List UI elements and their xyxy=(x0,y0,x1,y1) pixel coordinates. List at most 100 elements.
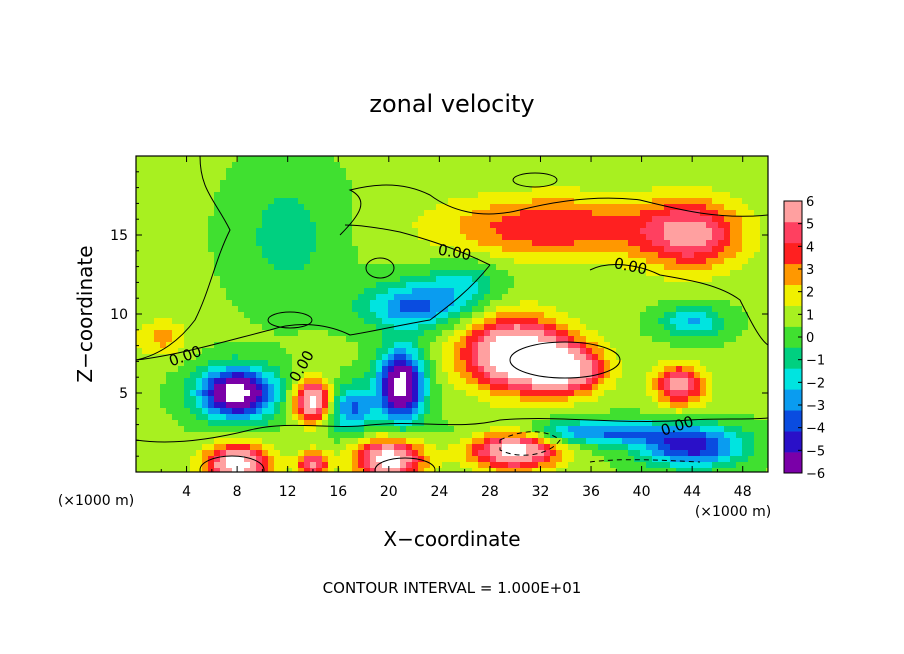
heatmap-cell xyxy=(178,402,185,409)
heatmap-cell xyxy=(586,342,593,349)
heatmap-cell xyxy=(424,336,431,343)
heatmap-cell xyxy=(358,372,365,379)
heatmap-cell xyxy=(598,174,605,181)
heatmap-cell xyxy=(406,174,413,181)
heatmap-cell xyxy=(328,336,335,343)
heatmap-cell xyxy=(760,222,767,229)
heatmap-cell xyxy=(526,354,533,361)
heatmap-cell xyxy=(238,408,245,415)
heatmap-cell xyxy=(442,168,449,175)
heatmap-cell xyxy=(538,216,545,223)
heatmap-cell xyxy=(136,216,143,223)
heatmap-cell xyxy=(400,324,407,331)
heatmap-cell xyxy=(670,294,677,301)
heatmap-cell xyxy=(406,354,413,361)
heatmap-cell xyxy=(652,294,659,301)
heatmap-cell xyxy=(292,228,299,235)
heatmap-cell xyxy=(148,396,155,403)
heatmap-cell xyxy=(202,420,209,427)
heatmap-cell xyxy=(316,288,323,295)
heatmap-cell xyxy=(184,156,191,163)
heatmap-cell xyxy=(484,372,491,379)
heatmap-cell xyxy=(214,222,221,229)
heatmap-cell xyxy=(418,402,425,409)
heatmap-cell xyxy=(190,420,197,427)
heatmap-cell xyxy=(178,252,185,259)
heatmap-cell xyxy=(628,162,635,169)
heatmap-cell xyxy=(670,162,677,169)
heatmap-cell xyxy=(670,360,677,367)
heatmap-cell xyxy=(580,174,587,181)
heatmap-cell xyxy=(598,330,605,337)
heatmap-cell xyxy=(220,156,227,163)
heatmap-cell xyxy=(706,246,713,253)
heatmap-cell xyxy=(754,174,761,181)
heatmap-cell xyxy=(616,414,623,421)
heatmap-cell xyxy=(580,378,587,385)
heatmap-cell xyxy=(718,204,725,211)
heatmap-cell xyxy=(280,408,287,415)
heatmap-cell xyxy=(718,252,725,259)
heatmap-cell xyxy=(658,270,665,277)
heatmap-cell xyxy=(202,270,209,277)
heatmap-cell xyxy=(154,276,161,283)
heatmap-cell xyxy=(478,312,485,319)
heatmap-cell xyxy=(334,396,341,403)
heatmap-cell xyxy=(340,162,347,169)
heatmap-cell xyxy=(736,408,743,415)
heatmap-cell xyxy=(196,324,203,331)
heatmap-cell xyxy=(508,402,515,409)
heatmap-cell xyxy=(208,156,215,163)
heatmap-cell xyxy=(418,432,425,439)
heatmap-cell xyxy=(292,288,299,295)
heatmap-cell xyxy=(466,342,473,349)
heatmap-cell xyxy=(670,390,677,397)
heatmap-cell xyxy=(484,324,491,331)
heatmap-cell xyxy=(250,234,257,241)
heatmap-cell xyxy=(544,246,551,253)
heatmap-cell xyxy=(280,228,287,235)
heatmap-cell xyxy=(316,426,323,433)
heatmap-cell xyxy=(724,276,731,283)
heatmap-cell xyxy=(268,354,275,361)
heatmap-cell xyxy=(298,168,305,175)
heatmap-cell xyxy=(760,234,767,241)
heatmap-cell xyxy=(532,312,539,319)
heatmap-cell xyxy=(490,276,497,283)
heatmap-cell xyxy=(298,348,305,355)
heatmap-cell xyxy=(256,420,263,427)
heatmap-cell xyxy=(460,198,467,205)
heatmap-cell xyxy=(610,324,617,331)
heatmap-cell xyxy=(610,306,617,313)
heatmap-cell xyxy=(352,318,359,325)
heatmap-cell xyxy=(304,390,311,397)
heatmap-cell xyxy=(670,372,677,379)
heatmap-cell xyxy=(304,228,311,235)
heatmap-cell xyxy=(706,216,713,223)
heatmap-cell xyxy=(598,162,605,169)
heatmap-cell xyxy=(538,348,545,355)
heatmap-cell xyxy=(646,384,653,391)
heatmap-cell xyxy=(718,228,725,235)
heatmap-cell xyxy=(286,366,293,373)
heatmap-cell xyxy=(592,378,599,385)
heatmap-cell xyxy=(394,360,401,367)
heatmap-cell xyxy=(256,198,263,205)
heatmap-cell xyxy=(526,294,533,301)
heatmap-cell xyxy=(364,300,371,307)
heatmap-cell xyxy=(208,396,215,403)
heatmap-cell xyxy=(670,180,677,187)
heatmap-cell xyxy=(364,204,371,211)
heatmap-cell xyxy=(622,414,629,421)
heatmap-cell xyxy=(532,204,539,211)
heatmap-cell xyxy=(466,282,473,289)
heatmap-cell xyxy=(526,318,533,325)
heatmap-cell xyxy=(238,420,245,427)
heatmap-cell xyxy=(286,348,293,355)
heatmap-cell xyxy=(226,336,233,343)
heatmap-cell xyxy=(610,264,617,271)
heatmap-cell xyxy=(190,342,197,349)
heatmap-cell xyxy=(202,174,209,181)
heatmap-cell xyxy=(304,210,311,217)
heatmap-cell xyxy=(592,366,599,373)
